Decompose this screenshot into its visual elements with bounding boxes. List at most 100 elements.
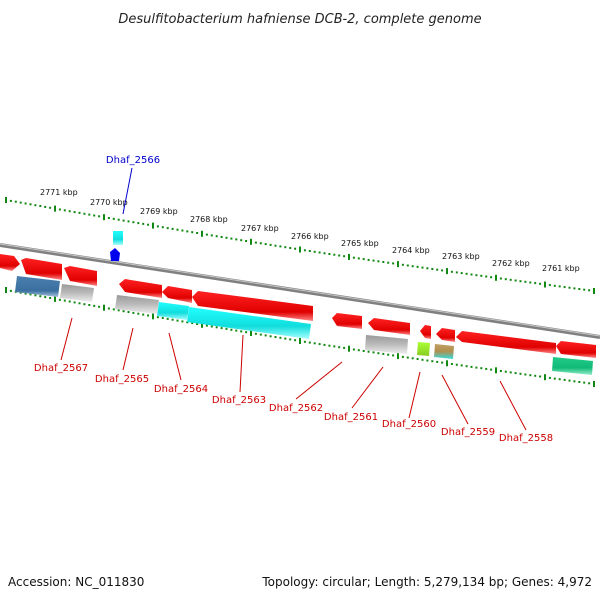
cds-block[interactable]: [15, 276, 60, 297]
minor-tick: [529, 374, 532, 377]
scale-label-2761: 2761 kbp: [542, 264, 580, 273]
minor-tick: [441, 361, 444, 364]
cds-block[interactable]: [365, 335, 408, 354]
cds-block[interactable]: [434, 344, 454, 359]
leader-line: [441, 374, 469, 425]
cds-block[interactable]: [157, 302, 189, 320]
gene-arrow[interactable]: [0, 254, 20, 271]
gene-label-dhaf-2563[interactable]: Dhaf_2563: [212, 395, 266, 406]
minor-tick: [455, 363, 458, 366]
minor-tick: [117, 309, 120, 312]
minor-tick: [132, 311, 135, 314]
minor-tick: [235, 329, 238, 332]
gene-arrow[interactable]: [368, 318, 410, 335]
gene-arrow[interactable]: [119, 279, 162, 298]
minor-tick: [328, 344, 331, 347]
minor-tick: [578, 288, 581, 290]
minor-tick: [450, 270, 453, 273]
minor-tick: [63, 209, 66, 212]
cds-block[interactable]: [115, 295, 159, 314]
forward-genes: [0, 254, 596, 358]
gene-label-dhaf-2559[interactable]: Dhaf_2559: [441, 427, 495, 438]
gene-arrow[interactable]: [192, 291, 313, 321]
minor-tick: [426, 267, 429, 270]
leader-line: [168, 332, 182, 381]
gene-arrow[interactable]: [21, 258, 62, 280]
minor-tick: [485, 275, 488, 278]
minor-tick: [269, 335, 272, 338]
scale-label-2766: 2766 kbp: [291, 232, 329, 241]
gene-arrow[interactable]: [420, 325, 431, 339]
minor-tick: [68, 300, 71, 303]
gene-label-dhaf-2560[interactable]: Dhaf_2560: [382, 419, 436, 430]
gene-label-dhaf-2565[interactable]: Dhaf_2565: [95, 374, 149, 385]
gene-arrow-small[interactable]: [110, 248, 120, 261]
leader-line: [408, 371, 421, 419]
minor-tick: [514, 279, 517, 282]
major-tick: [299, 338, 301, 344]
minor-tick: [504, 278, 507, 281]
gene-label-dhaf-2567[interactable]: Dhaf_2567: [34, 363, 88, 374]
gene-arrow[interactable]: [332, 313, 362, 329]
minor-tick: [401, 355, 404, 358]
minor-tick: [34, 204, 37, 207]
gene-arrow[interactable]: [456, 331, 556, 354]
major-tick: [152, 313, 154, 320]
minor-tick: [289, 247, 292, 249]
minor-tick: [450, 363, 453, 365]
cds-block[interactable]: [417, 342, 430, 356]
cds-block[interactable]: [187, 307, 311, 339]
major-tick: [152, 222, 154, 229]
major-tick: [446, 268, 448, 275]
minor-tick: [303, 340, 306, 343]
gene-arrow[interactable]: [64, 266, 97, 286]
minor-tick: [568, 286, 571, 289]
minor-tick: [156, 225, 159, 228]
minor-tick: [323, 343, 326, 346]
gene-arrow[interactable]: [556, 341, 596, 358]
cds-block[interactable]: [60, 284, 94, 302]
gene-label-dhaf-2566[interactable]: Dhaf_2566: [106, 155, 160, 166]
minor-tick: [588, 382, 591, 385]
minor-tick: [352, 256, 355, 259]
cds-block[interactable]: [552, 357, 593, 375]
minor-tick: [235, 238, 238, 241]
minor-tick: [29, 293, 32, 296]
minor-tick: [58, 298, 61, 301]
minor-tick: [475, 274, 478, 277]
gene-label-dhaf-2558[interactable]: Dhaf_2558: [499, 433, 553, 444]
genome-backbone-highlight: [0, 243, 600, 337]
gene-label-dhaf-2562[interactable]: Dhaf_2562: [269, 403, 323, 414]
gene-label-dhaf-2561[interactable]: Dhaf_2561: [324, 412, 378, 423]
minor-tick: [83, 303, 86, 306]
minor-tick: [539, 375, 542, 378]
minor-tick: [548, 284, 551, 287]
minor-tick: [254, 332, 257, 335]
minor-tick: [112, 217, 115, 220]
major-tick: [201, 321, 203, 328]
minor-tick: [220, 327, 223, 330]
cds-block[interactable]: [113, 231, 123, 245]
minor-tick: [196, 232, 199, 234]
minor-tick: [367, 350, 370, 353]
minor-tick: [181, 320, 184, 323]
minor-tick: [490, 368, 493, 371]
gene-arrow[interactable]: [436, 328, 455, 342]
gene-arrow[interactable]: [162, 286, 192, 303]
major-tick: [544, 281, 546, 288]
scale-label-2765: 2765 kbp: [341, 239, 379, 248]
minor-tick: [122, 310, 125, 313]
major-tick: [103, 304, 105, 311]
minor-tick: [524, 280, 527, 283]
minor-tick: [421, 358, 424, 361]
minor-tick: [294, 339, 297, 342]
minor-tick: [362, 350, 365, 352]
minor-tick: [382, 261, 385, 263]
minor-tick: [19, 291, 22, 294]
scale-label-2771: 2771 kbp: [40, 188, 78, 197]
minor-tick: [421, 266, 424, 269]
gene-label-dhaf-2564[interactable]: Dhaf_2564: [154, 384, 208, 395]
minor-tick: [460, 364, 463, 367]
major-tick: [54, 295, 56, 302]
minor-tick: [39, 205, 42, 207]
